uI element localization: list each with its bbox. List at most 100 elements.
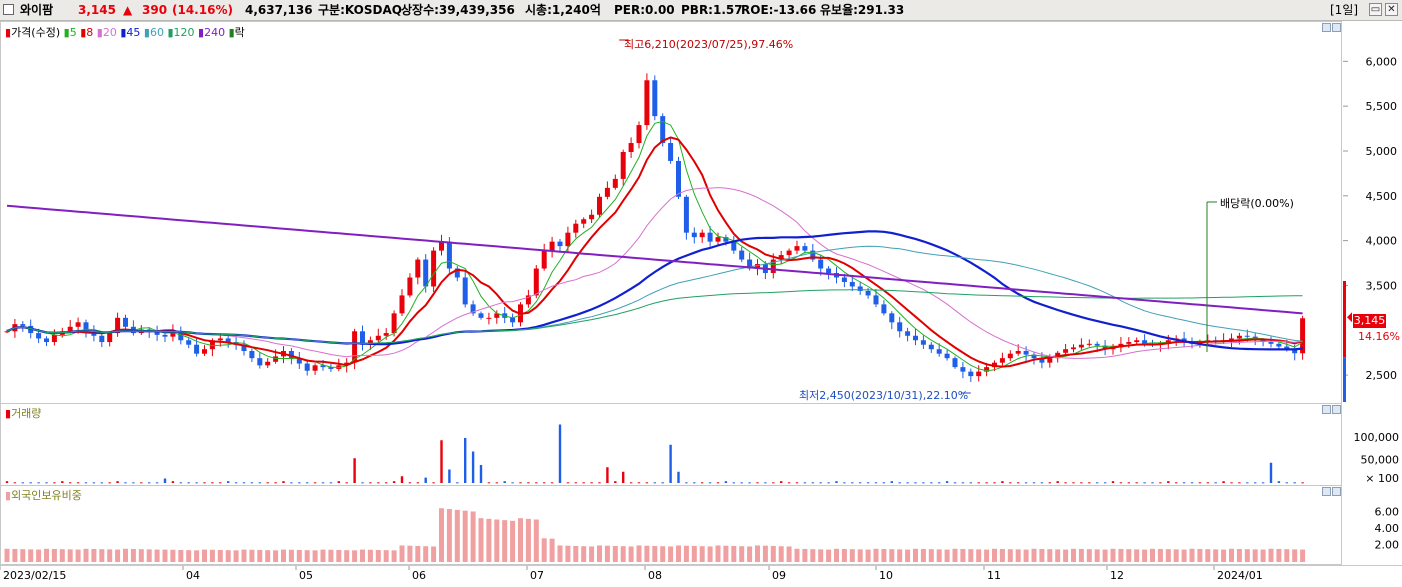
foreign-bar [597, 545, 602, 562]
candle-body [123, 317, 128, 327]
foreign-bar [573, 545, 579, 562]
x-tick-label: 05 [299, 569, 313, 582]
panel-minimize-button[interactable] [1322, 405, 1331, 414]
x-tick-label: 12 [1110, 569, 1124, 582]
volume-bar [148, 482, 151, 484]
panel-close-button[interactable] [1332, 23, 1341, 32]
legend-ma240: 240 [204, 26, 226, 39]
volume-bar [961, 482, 965, 484]
foreign-bar [1055, 549, 1061, 562]
volume-bar [1198, 482, 1202, 484]
legend-ma20: 20 [102, 26, 117, 39]
candle-body [968, 371, 974, 377]
volume-chart[interactable] [1, 404, 1341, 485]
volume-bar [1277, 481, 1281, 483]
legend-ma8: 8 [86, 26, 94, 39]
candle-body [699, 232, 705, 238]
volume-bar [29, 482, 32, 484]
candle-body [470, 304, 476, 314]
volume-bar [456, 482, 459, 484]
candle-body [857, 286, 863, 291]
volume-bar [890, 481, 893, 483]
candle-body [541, 250, 547, 269]
volume-bar [914, 482, 917, 484]
candle-body [691, 232, 697, 238]
volume-bar [424, 477, 427, 483]
candle-body [1268, 342, 1274, 344]
foreign-bar [1015, 549, 1021, 562]
volume-bar [653, 482, 656, 484]
volume-bar [45, 482, 48, 484]
candle-body [1078, 344, 1084, 348]
foreign-axis: 6.00 4.00 2.00 [1343, 485, 1402, 565]
foreign-bar [826, 549, 832, 562]
foreign-bar [1268, 548, 1274, 562]
volume-bar [140, 482, 143, 484]
legend-ma45: 45 [126, 26, 141, 39]
volume-bar [1096, 482, 1099, 484]
volume-bar [953, 482, 957, 484]
ma-line-60 [6, 245, 1303, 345]
period-selector[interactable]: [1일] [1330, 3, 1359, 17]
volume-bar [677, 471, 680, 483]
candle-body [620, 151, 626, 179]
foreign-bar [731, 545, 737, 562]
foreign-panel[interactable]: ▮외국인보유비중 [0, 485, 1342, 565]
volume-bar [250, 482, 254, 484]
foreign-bar [470, 511, 476, 562]
foreign-bar [786, 546, 792, 562]
foreign-bar [296, 549, 302, 562]
price-chart[interactable] [1, 22, 1341, 403]
volume-panel[interactable]: ▮거래량 [0, 403, 1342, 486]
ma-line-120 [6, 289, 1303, 345]
foreign-bar [865, 549, 871, 562]
stock-name[interactable]: 와이팜 [20, 3, 54, 17]
foreign-bar [502, 520, 508, 562]
candle-body [707, 232, 713, 242]
volume-bar [1127, 482, 1130, 484]
candle-body [533, 268, 539, 296]
up-arrow-icon: ▲ [123, 3, 133, 17]
volume-bar [258, 482, 261, 484]
restore-button[interactable]: ▭ [1369, 3, 1382, 16]
close-button[interactable]: ✕ [1385, 3, 1398, 16]
foreign-bar [67, 549, 73, 562]
foreign-bar [589, 546, 595, 562]
volume-bar [274, 482, 277, 484]
volume-bar [985, 482, 988, 484]
foreign-bar [4, 548, 10, 562]
foreign-bar [1244, 549, 1250, 562]
foreign-chart[interactable] [1, 486, 1341, 564]
foreign-bar [604, 545, 610, 562]
x-axis-svg: 2023/02/15 04 05 06 07 08 09 10 11 12 2024/01 [0, 566, 1263, 582]
panel-close-button[interactable] [1332, 405, 1341, 414]
volume-bar [780, 481, 783, 483]
x-axis: 2023/02/15 04 05 06 07 08 09 10 11 12 2024/01 [0, 565, 1402, 583]
volume-bar [598, 482, 601, 484]
panel-minimize-button[interactable] [1322, 23, 1331, 32]
volume-bar [969, 482, 972, 484]
candle-body [1086, 343, 1092, 345]
foreign-bar [162, 549, 168, 562]
volume-bar [1246, 482, 1249, 484]
candle-body [1142, 340, 1148, 344]
foreign-bar [841, 548, 847, 562]
price-panel[interactable]: ▮가격(수정) ▮5 ▮8 ▮20 ▮45 ▮60 ▮120 ▮240 ▮락 최… [0, 21, 1342, 404]
foreign-title: 외국인보유비중 [11, 489, 82, 502]
volume-bar [803, 482, 807, 484]
panel-minimize-button[interactable] [1322, 487, 1331, 496]
candle-body [194, 344, 200, 354]
foreign-bar [612, 545, 618, 562]
foreign-bar [510, 520, 516, 562]
candle-body [1126, 342, 1132, 344]
candle-body [273, 356, 279, 362]
candle-body [344, 362, 350, 366]
x-tick-label: 10 [879, 569, 893, 582]
foreign-bar [1284, 549, 1290, 562]
panel-close-button[interactable] [1332, 487, 1341, 496]
foreign-bar [723, 545, 729, 562]
candle-body [162, 334, 168, 337]
volume-bar [219, 482, 222, 484]
foreign-bar [834, 548, 839, 562]
volume-bar [1222, 481, 1225, 483]
